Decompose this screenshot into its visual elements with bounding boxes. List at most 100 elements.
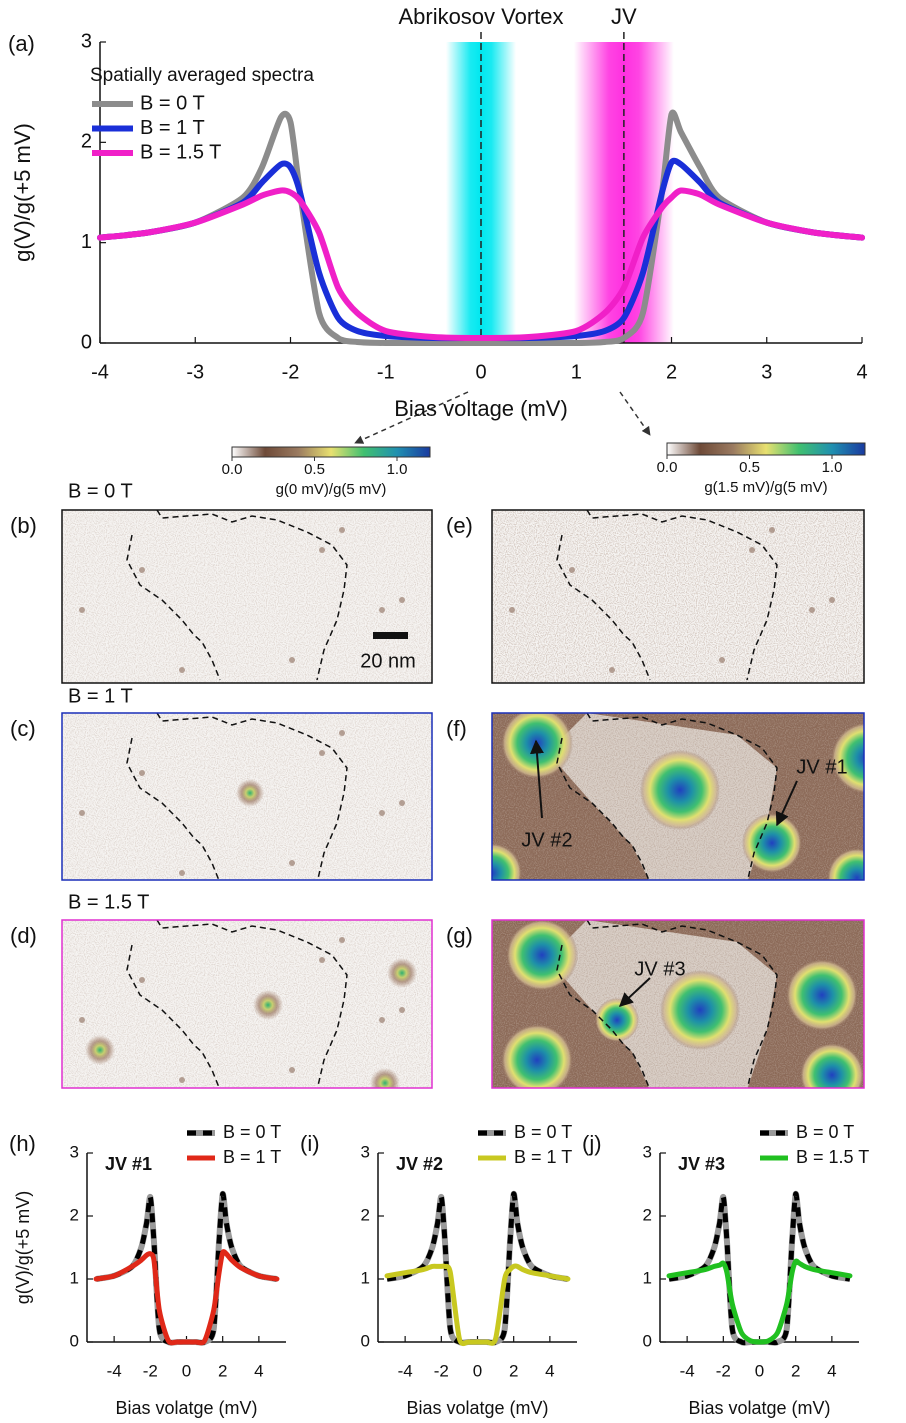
x-tick-label: -2 bbox=[143, 1361, 158, 1380]
map: JV #3 bbox=[492, 919, 864, 1107]
defect bbox=[139, 567, 145, 573]
colorbar-tick-label: 0.5 bbox=[739, 459, 760, 476]
defect bbox=[289, 860, 295, 866]
x-axis-label: Bias voltage (mV) bbox=[394, 396, 568, 421]
y-tick-label: 1 bbox=[70, 1268, 79, 1287]
x-tick-label: 2 bbox=[791, 1361, 800, 1380]
inset-label: JV #1 bbox=[105, 1154, 152, 1174]
inset-label: JV #3 bbox=[678, 1154, 725, 1174]
annotation-label: Abrikosov Vortex bbox=[398, 4, 563, 29]
defect bbox=[339, 937, 345, 943]
y-tick-label: 0 bbox=[70, 1331, 79, 1350]
map: JV #2 JV #1 bbox=[462, 707, 903, 908]
annotation-label: JV bbox=[611, 4, 637, 29]
field-label: B = 1.5 T bbox=[68, 891, 149, 913]
y-tick-label: 3 bbox=[361, 1142, 370, 1161]
vortex bbox=[506, 919, 578, 991]
colorbar bbox=[667, 443, 865, 455]
panel-label: (e) bbox=[446, 513, 473, 538]
map-image bbox=[62, 920, 432, 1098]
panel-label: (f) bbox=[446, 716, 467, 741]
legend-label: B = 0 T bbox=[796, 1122, 854, 1142]
defect bbox=[379, 607, 385, 613]
panel-label: (b) bbox=[10, 513, 37, 538]
defect bbox=[79, 607, 85, 613]
scale-bar bbox=[373, 632, 408, 639]
x-tick-label: 2 bbox=[218, 1361, 227, 1380]
vortex bbox=[800, 1043, 864, 1107]
defect bbox=[609, 667, 615, 673]
y-tick-label: 2 bbox=[361, 1205, 370, 1224]
colorbar-tick-label: 0.0 bbox=[657, 459, 678, 476]
marker-label: JV #1 bbox=[796, 756, 847, 778]
legend-label: B = 0 T bbox=[223, 1122, 281, 1142]
series-halo bbox=[669, 1194, 850, 1343]
map-noise bbox=[492, 510, 864, 683]
map-image bbox=[62, 713, 432, 883]
x-tick-label: -4 bbox=[398, 1361, 413, 1380]
defect bbox=[79, 1017, 85, 1023]
scale-bar-label: 20 nm bbox=[360, 650, 416, 672]
panel-label: (g) bbox=[446, 923, 473, 948]
legend-label: B = 1.5 T bbox=[140, 141, 221, 163]
colorbar bbox=[232, 447, 430, 457]
y-tick-label: 0 bbox=[81, 331, 92, 353]
y-tick-label: 1 bbox=[361, 1268, 370, 1287]
y-axis-label: g(V)/g(+5 mV) bbox=[10, 123, 35, 262]
defect bbox=[339, 730, 345, 736]
defect bbox=[319, 750, 325, 756]
legend-label: B = 1 T bbox=[514, 1147, 572, 1167]
defect bbox=[179, 667, 185, 673]
x-tick-label: 4 bbox=[254, 1361, 263, 1380]
figure: B = 0 T(b)(e)B = 1 T(c)JV #2JV #1(f)B = … bbox=[0, 0, 906, 1423]
y-axis-label: g(V)/g(+5 mV) bbox=[13, 1191, 33, 1305]
pointer-arrow bbox=[620, 392, 650, 435]
x-tick-label: 4 bbox=[856, 361, 867, 383]
defect bbox=[289, 1067, 295, 1073]
y-tick-label: 3 bbox=[70, 1142, 79, 1161]
panel-label: (j) bbox=[582, 1131, 602, 1156]
y-tick-label: 3 bbox=[643, 1142, 652, 1161]
defect bbox=[319, 957, 325, 963]
vortex bbox=[827, 848, 887, 908]
legend-label: B = 1 T bbox=[223, 1147, 281, 1167]
defect bbox=[399, 1007, 405, 1013]
x-tick-label: -4 bbox=[91, 361, 109, 383]
defect bbox=[139, 770, 145, 776]
x-tick-label: 1 bbox=[571, 361, 582, 383]
series-line bbox=[96, 1194, 277, 1343]
defect bbox=[399, 800, 405, 806]
vortex bbox=[387, 958, 417, 988]
legend-label: B = 1 T bbox=[140, 117, 205, 139]
vortex bbox=[501, 1024, 573, 1096]
defect bbox=[379, 810, 385, 816]
defect bbox=[289, 657, 295, 663]
vortex bbox=[640, 750, 720, 830]
vortex bbox=[786, 959, 858, 1031]
map bbox=[62, 920, 432, 1098]
legend-title: Spatially averaged spectra bbox=[90, 65, 314, 86]
series-line bbox=[387, 1194, 568, 1343]
map bbox=[62, 713, 432, 883]
colorbar-title: g(1.5 mV)/g(5 mV) bbox=[704, 479, 827, 496]
vortex bbox=[370, 1068, 400, 1098]
x-tick-label: 2 bbox=[666, 361, 677, 383]
colorbar-tick-label: 1.0 bbox=[387, 461, 408, 478]
vortex bbox=[660, 970, 740, 1050]
map-image bbox=[492, 919, 864, 1107]
map-image bbox=[492, 510, 864, 683]
x-axis-label: Bias volatge (mV) bbox=[115, 1398, 257, 1418]
colorbar-tick-label: 0.5 bbox=[304, 461, 325, 478]
x-tick-label: 0 bbox=[755, 1361, 764, 1380]
map-image bbox=[462, 707, 903, 908]
x-tick-label: -2 bbox=[434, 1361, 449, 1380]
y-tick-label: 2 bbox=[70, 1205, 79, 1224]
defect bbox=[339, 527, 345, 533]
x-axis-label: Bias volatge (mV) bbox=[688, 1398, 830, 1418]
defect bbox=[719, 657, 725, 663]
series-halo bbox=[96, 1194, 277, 1343]
x-axis-label: Bias volatge (mV) bbox=[406, 1398, 548, 1418]
vortex bbox=[253, 990, 283, 1020]
marker-label: JV #2 bbox=[521, 829, 572, 851]
y-tick-label: 3 bbox=[81, 30, 92, 52]
